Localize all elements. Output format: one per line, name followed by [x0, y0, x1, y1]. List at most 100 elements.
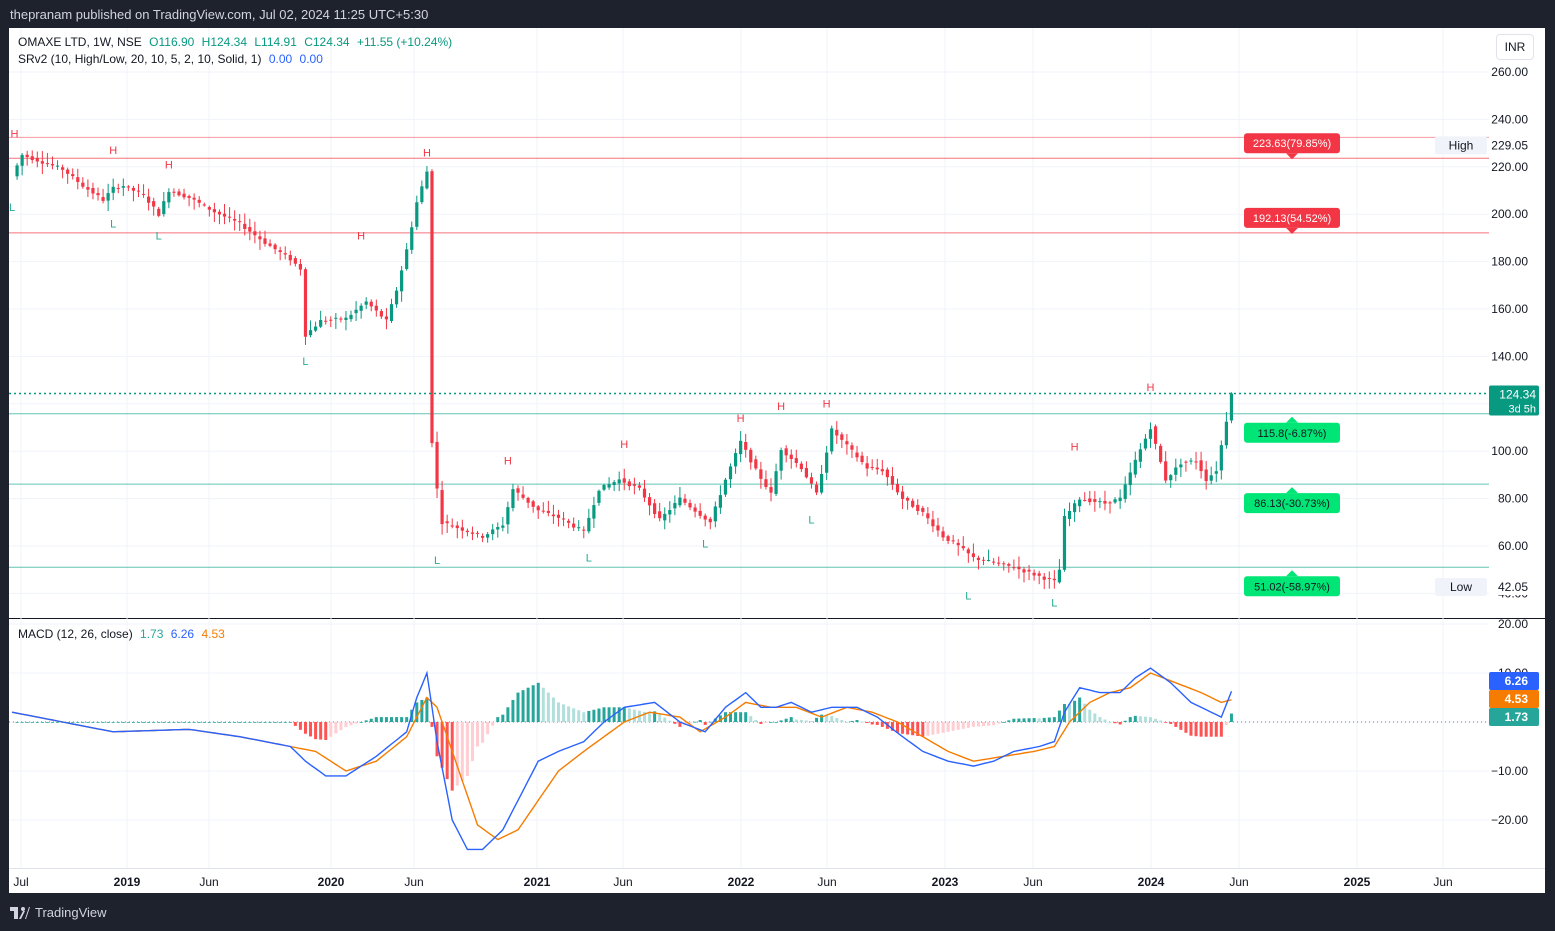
time-tick-label: 2023: [932, 875, 959, 889]
time-tick-label: Jun: [817, 875, 836, 889]
candles: [15, 150, 1234, 590]
candle-body: [850, 445, 854, 450]
candle-body: [986, 559, 991, 561]
candle-body: [1204, 469, 1208, 482]
candle-body: [233, 218, 237, 221]
candle-body: [612, 482, 616, 486]
macd-hist-bar: [202, 722, 206, 723]
macd-hist-bar: [384, 717, 388, 722]
candle-body: [749, 449, 753, 463]
chart-canvas[interactable]: H H H H H H H H H H H H L L L L L L L L L L 223.63(79.85%) 192.…: [9, 28, 1545, 893]
macd-hist-bar: [870, 722, 874, 725]
price-tick-label: 200.00: [1491, 207, 1528, 221]
candle-body: [50, 164, 55, 166]
candle-body: [577, 527, 581, 529]
candle-body: [820, 474, 824, 493]
macd-hist-bar: [1184, 722, 1188, 733]
macd-signal-line: [11, 672, 1232, 841]
candle-body: [172, 191, 176, 193]
candle-body: [116, 187, 120, 189]
pivot-high-mark: H: [11, 128, 19, 140]
pivot-low-mark: L: [965, 591, 971, 603]
macd-legend[interactable]: MACD (12, 26, close) 1.73 6.26 4.53: [18, 627, 225, 641]
macd-hist-bar: [25, 722, 29, 723]
candle-body: [997, 562, 1001, 564]
macd-hist-bar: [774, 722, 778, 723]
macd-hist-bar: [1042, 717, 1046, 722]
macd-hist-bar: [1219, 722, 1223, 737]
macd-hist-bar: [653, 711, 657, 722]
price-tick-label: 220.00: [1491, 160, 1528, 174]
candle-body: [673, 503, 677, 509]
pivot-low-mark: L: [808, 515, 814, 527]
macd-hist-bar: [137, 722, 140, 723]
candle-body: [632, 484, 636, 486]
candle-body: [774, 471, 778, 494]
macd-hist-bar: [303, 722, 307, 734]
time-tick-label: 2019: [114, 875, 141, 889]
macd-hist-bar: [162, 722, 166, 723]
last-price-tag[interactable]: [1489, 385, 1539, 416]
macd-hist-bar: [759, 722, 763, 724]
macd-hist-bar: [536, 682, 540, 722]
candle-body: [683, 498, 687, 503]
macd-hist-bar: [86, 722, 90, 723]
candle-body: [405, 249, 409, 270]
candle-body: [217, 211, 222, 215]
pivot-low-mark: L: [1051, 598, 1057, 610]
price-scale[interactable]: [1489, 28, 1545, 893]
macd-hist-bar: [820, 714, 824, 722]
candle-body: [415, 202, 419, 227]
candle-body: [1032, 572, 1036, 576]
macd-hist-bar: [400, 717, 404, 722]
candle-body: [627, 481, 631, 487]
tradingview-logo[interactable]: TradingView: [10, 905, 107, 920]
macd-hist-bar: [405, 717, 409, 722]
candle-body: [668, 509, 672, 515]
candle-body: [906, 497, 910, 501]
macd-hist-bar: [273, 722, 277, 723]
candle-body: [1189, 460, 1193, 462]
candle-body: [678, 497, 682, 506]
macd-hist-bar: [1002, 722, 1006, 723]
macd-hist-bar: [799, 720, 803, 722]
candle-body: [936, 525, 940, 531]
macd-hist-bar: [172, 722, 176, 723]
macd-hist-bar: [966, 722, 970, 728]
macd-hist-bar: [749, 716, 753, 722]
macd-hist-bar: [1083, 703, 1087, 722]
support-label-box: [1244, 576, 1340, 597]
macd-hist-bar: [956, 722, 960, 730]
macd-hist-bar: [648, 713, 652, 722]
macd-hist-bar: [1022, 718, 1026, 722]
candle-body: [501, 525, 505, 528]
macd-hist-bar: [546, 692, 550, 722]
macd-hist-bar: [1012, 718, 1016, 722]
chart-area[interactable]: H H H H H H H H H H H H L L L L L L L L L L 223.63(79.85%) 192.…: [9, 28, 1545, 893]
macd-hist-value: 1.73: [140, 627, 164, 641]
candle-body: [162, 201, 166, 215]
pivot-high-mark: H: [165, 159, 173, 171]
symbol-name: OMAXE LTD, 1W, NSE: [18, 35, 142, 49]
macd-hist-bar: [865, 722, 869, 723]
indicator-legend[interactable]: SRv2 (10, High/Low, 20, 10, 5, 2, 10, So…: [18, 52, 323, 66]
time-tick-label: 2025: [1344, 875, 1371, 889]
candle-body: [263, 238, 267, 244]
macd-hist-bar: [390, 717, 393, 722]
candle-body: [440, 490, 444, 525]
macd-hist-bar: [450, 722, 454, 791]
candle-body: [177, 191, 181, 196]
candle-body: [212, 209, 216, 213]
macd-hist-bar: [258, 722, 262, 723]
candle-body: [303, 269, 308, 337]
currency-button[interactable]: INR: [1496, 34, 1534, 60]
price-tick-label: 80.00: [1498, 492, 1528, 506]
candle-body: [298, 264, 303, 270]
macd-hist-bar: [379, 717, 383, 722]
candle-body: [334, 317, 338, 319]
time-tick-label: Jun: [1229, 875, 1248, 889]
resistance-arrow: [1286, 153, 1298, 160]
candle-body: [900, 491, 905, 499]
symbol-legend[interactable]: OMAXE LTD, 1W, NSE O116.90 H124.34 L114.…: [18, 35, 452, 49]
macd-hist-bar: [541, 687, 545, 722]
